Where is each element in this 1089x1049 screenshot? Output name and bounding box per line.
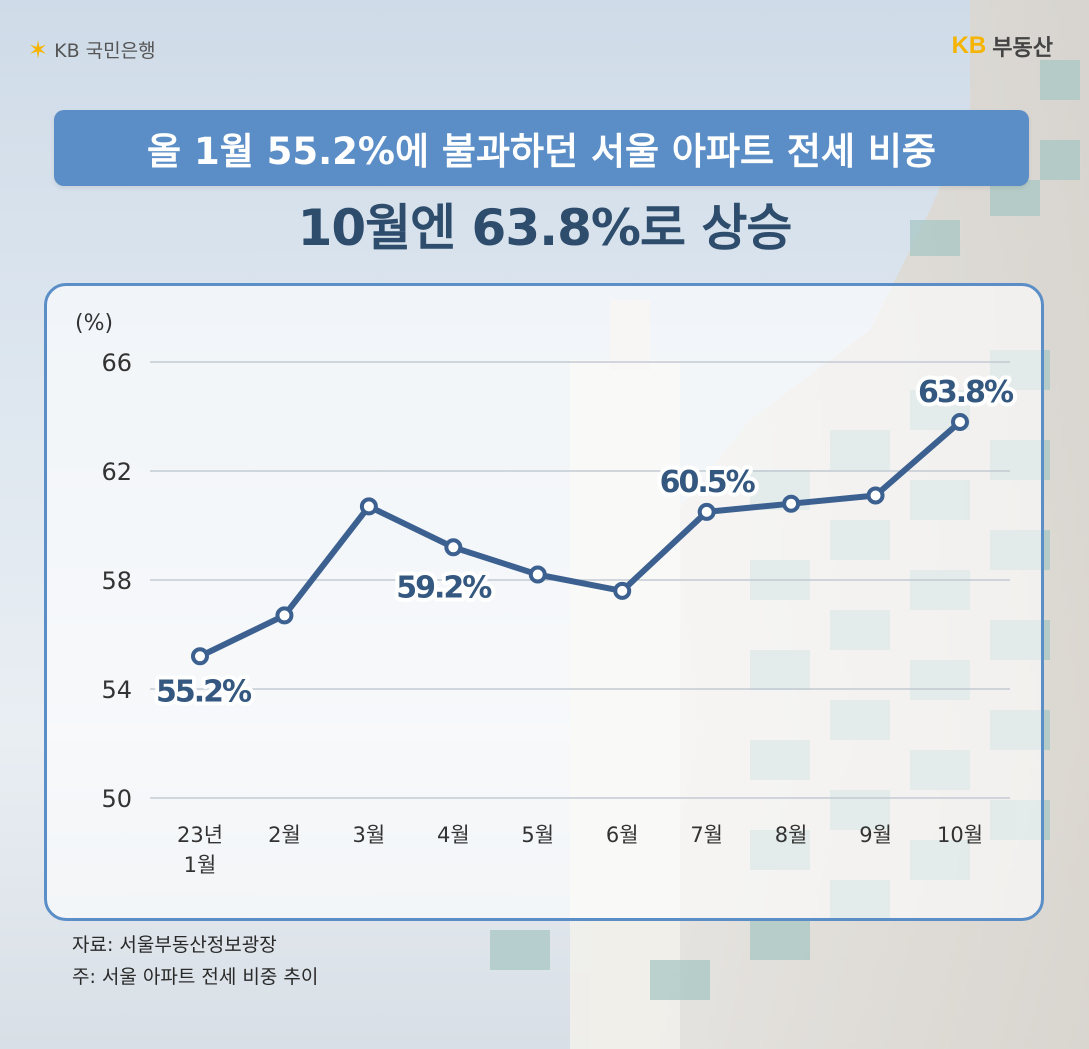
x-tick-label: 6월: [606, 823, 639, 847]
x-tick-label: 2월: [268, 823, 301, 847]
x-tick-label: 9월: [859, 823, 892, 847]
data-label-outline: 63.8%: [918, 375, 1014, 410]
y-tick-label: 62: [101, 458, 132, 486]
x-tick-label: 3월: [353, 823, 386, 847]
data-point: [697, 502, 716, 521]
data-label-outline: 60.5%: [660, 465, 756, 500]
x-tick-label: 1월: [184, 853, 217, 877]
x-tick-label: 10월: [937, 823, 983, 847]
data-point: [275, 606, 294, 625]
headline-banner: 올 1월 55.2%에 불과하던 서울 아파트 전세 비중: [54, 110, 1029, 186]
x-tick-label: 4월: [437, 823, 470, 847]
data-label: 55.2%: [156, 674, 252, 709]
kb-star-icon: ✶: [28, 35, 49, 64]
left-logo-text: KB 국민은행: [54, 40, 156, 62]
kb-real-estate-logo: KB 부동산: [952, 30, 1053, 62]
data-label-outline: 59.2%: [396, 570, 492, 605]
x-tick-label: 7월: [690, 823, 723, 847]
y-axis-unit-label: (%): [75, 311, 113, 336]
source-note: 자료: 서울부동산정보광장: [72, 934, 277, 956]
data-point: [528, 565, 547, 584]
data-point: [444, 538, 463, 557]
data-point: [866, 486, 885, 505]
headline-text: 올 1월 55.2%에 불과하던 서울 아파트 전세 비중: [147, 130, 936, 173]
series-line: [197, 418, 963, 660]
data-point: [613, 581, 632, 600]
x-tick-label: 8월: [775, 823, 808, 847]
data-label: 63.8%: [918, 375, 1014, 410]
chart-note: 주: 서울 아파트 전세 비중 추이: [72, 966, 319, 988]
y-tick-label: 50: [101, 785, 132, 813]
y-tick-label: 54: [101, 676, 132, 704]
data-point: [191, 647, 209, 666]
kb-kookmin-bank-logo: ✶ KB 국민은행: [28, 36, 156, 63]
x-tick-label: 5월: [521, 823, 554, 847]
chart-card: [44, 283, 1044, 921]
data-label: 60.5%: [660, 465, 756, 500]
y-tick-label: 66: [101, 349, 132, 377]
x-tick-label: 23년: [177, 823, 223, 847]
subheadline: 10월엔 63.8%로 상승: [297, 199, 793, 257]
data-label-outline: 55.2%: [156, 674, 252, 709]
data-point: [951, 412, 969, 431]
y-tick-label: 58: [101, 567, 132, 595]
data-point: [359, 497, 378, 516]
data-label: 59.2%: [396, 570, 492, 605]
right-logo-text: 부동산: [992, 36, 1053, 61]
data-point: [782, 494, 801, 513]
right-logo-kb: KB: [951, 32, 987, 59]
